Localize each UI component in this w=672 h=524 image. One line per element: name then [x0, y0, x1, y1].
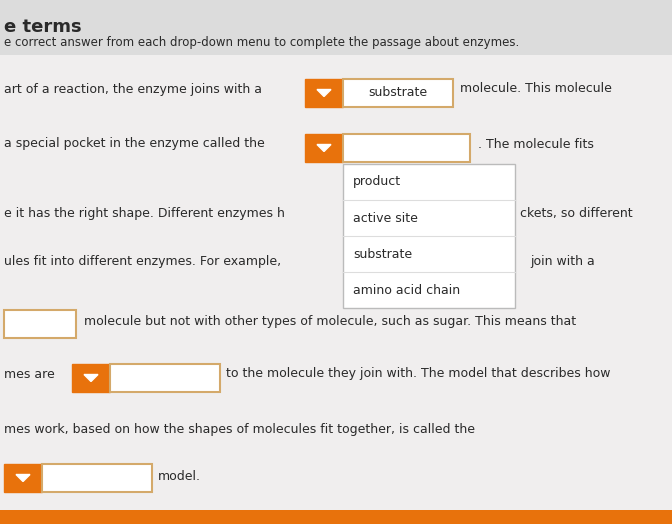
Text: mes work, based on how the shapes of molecules fit together, is called the: mes work, based on how the shapes of mol… [4, 422, 475, 435]
Polygon shape [317, 90, 331, 96]
Text: molecule. This molecule: molecule. This molecule [460, 82, 612, 95]
FancyBboxPatch shape [72, 364, 110, 392]
Text: substrate: substrate [353, 247, 412, 260]
Text: active site: active site [353, 212, 418, 224]
FancyBboxPatch shape [0, 0, 672, 55]
FancyBboxPatch shape [305, 79, 343, 107]
FancyBboxPatch shape [305, 134, 343, 162]
FancyBboxPatch shape [343, 79, 453, 107]
Text: a special pocket in the enzyme called the: a special pocket in the enzyme called th… [4, 137, 265, 150]
Text: e it has the right shape. Different enzymes h: e it has the right shape. Different enzy… [4, 208, 285, 221]
FancyBboxPatch shape [0, 510, 672, 524]
FancyBboxPatch shape [4, 464, 42, 492]
Text: ckets, so different: ckets, so different [520, 208, 632, 221]
Text: amino acid chain: amino acid chain [353, 283, 460, 297]
Text: mes are: mes are [4, 367, 54, 380]
FancyBboxPatch shape [4, 310, 76, 338]
FancyBboxPatch shape [42, 464, 152, 492]
Text: to the molecule they join with. The model that describes how: to the molecule they join with. The mode… [226, 367, 610, 380]
Polygon shape [317, 145, 331, 151]
Text: molecule but not with other types of molecule, such as sugar. This means that: molecule but not with other types of mol… [84, 315, 576, 329]
Text: ules fit into different enzymes. For example,: ules fit into different enzymes. For exa… [4, 256, 281, 268]
Text: substrate: substrate [368, 86, 427, 100]
Text: . The molecule fits: . The molecule fits [478, 137, 594, 150]
FancyBboxPatch shape [110, 364, 220, 392]
Polygon shape [16, 475, 30, 482]
Text: product: product [353, 176, 401, 189]
FancyBboxPatch shape [343, 134, 470, 162]
Text: join with a: join with a [530, 256, 595, 268]
Polygon shape [84, 375, 98, 381]
Text: model.: model. [158, 470, 201, 483]
FancyBboxPatch shape [343, 164, 515, 308]
Text: e terms: e terms [4, 18, 81, 36]
Text: e correct answer from each drop-down menu to complete the passage about enzymes.: e correct answer from each drop-down men… [4, 36, 519, 49]
Text: art of a reaction, the enzyme joins with a: art of a reaction, the enzyme joins with… [4, 82, 262, 95]
